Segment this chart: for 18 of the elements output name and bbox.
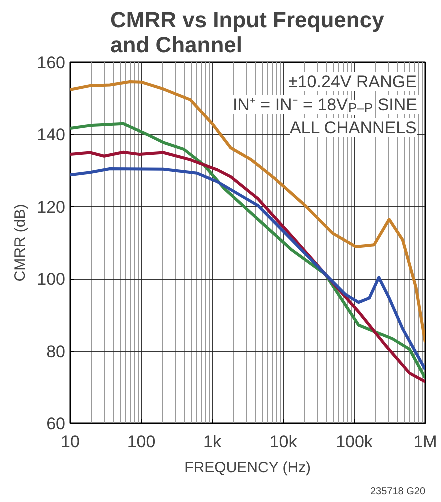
y-tick-label: 100 — [37, 270, 66, 290]
y-tick-label: 60 — [46, 414, 66, 434]
x-tick-label: 1k — [204, 432, 222, 452]
y-tick-label: 140 — [37, 126, 66, 145]
x-tick-label: 10k — [270, 432, 298, 452]
x-axis-title: FREQUENCY (Hz) — [184, 460, 312, 476]
chart-title: CMRR vs Input Frequency and Channel — [110, 8, 386, 58]
x-tick-label: 10 — [61, 432, 80, 452]
annotation: ALL CHANNELS — [290, 118, 417, 138]
annotation: ±10.24V RANGE — [288, 72, 417, 92]
y-tick-label: 160 — [37, 54, 66, 72]
y-tick-label: 120 — [37, 198, 66, 217]
text: 235718 G20 — [370, 486, 426, 498]
x-tick-label: 100 — [127, 432, 156, 452]
y-axis-title: CMRR (dB) — [12, 204, 30, 282]
x-tick-label: 1M — [414, 432, 438, 452]
x-tick-label: 100k — [336, 432, 374, 452]
y-tick-label: 80 — [46, 342, 66, 362]
